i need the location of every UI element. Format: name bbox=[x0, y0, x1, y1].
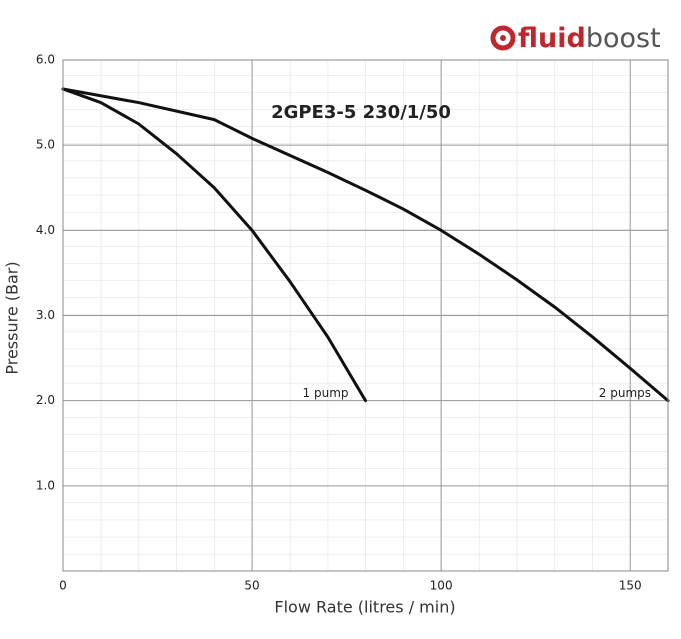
x-axis-label: Flow Rate (litres / min) bbox=[274, 598, 455, 617]
logo-bold: fluid bbox=[518, 23, 586, 54]
y-axis-label: Pressure (Bar) bbox=[3, 261, 22, 374]
chart-title: 2GPE3-5 230/1/50 bbox=[271, 102, 451, 123]
curve bbox=[61, 87, 367, 403]
x-tick-label: 50 bbox=[244, 579, 259, 593]
x-tick-label: 150 bbox=[619, 579, 642, 593]
y-tick-label: 2.0 bbox=[36, 393, 55, 407]
y-tick-label: 4.0 bbox=[36, 223, 55, 237]
curve bbox=[61, 87, 670, 403]
logo-light: boost bbox=[586, 23, 661, 54]
x-tick-label: 0 bbox=[59, 579, 67, 593]
plot-frame bbox=[62, 59, 669, 572]
logo-text: fluidboost bbox=[518, 23, 661, 54]
y-tick-label: 1.0 bbox=[36, 478, 55, 492]
curve-label: 2 pumps bbox=[599, 386, 651, 400]
y-tick-label: 5.0 bbox=[36, 138, 55, 152]
plot-layer: 1 pump 2 pumps bbox=[61, 59, 670, 571]
x-tick-label: 100 bbox=[430, 579, 453, 593]
logo: fluidboost bbox=[490, 23, 661, 54]
curve-label: 1 pump bbox=[303, 386, 349, 400]
y-tick-label: 6.0 bbox=[36, 53, 55, 67]
y-tick-label: 3.0 bbox=[36, 308, 55, 322]
